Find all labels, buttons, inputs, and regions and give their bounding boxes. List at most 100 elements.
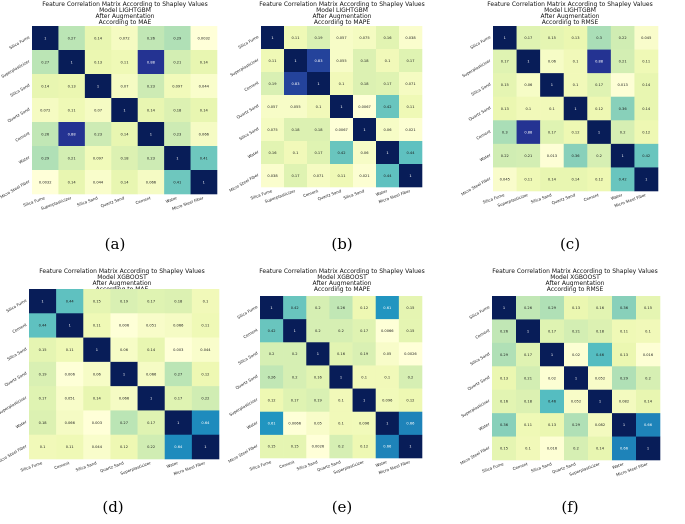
heatmap-cell [634, 167, 659, 192]
cell-value-label: 0.83 [314, 59, 322, 63]
heatmap-cell [83, 386, 111, 411]
y-tick-label: Silica Fume [8, 34, 31, 50]
chart-title-line: Feature Correlation Matrix According to … [259, 1, 424, 8]
cell-value-label: 0.29 [173, 36, 182, 40]
x-tick-label: Quartz Sand [317, 188, 342, 201]
cell-value-label: 0.83 [291, 82, 299, 86]
heatmap-cell [352, 388, 377, 413]
heatmap-cell [84, 74, 112, 99]
heatmap-cell [111, 122, 139, 147]
cell-value-label: 1 [97, 84, 99, 88]
cell-value-label: 0.06 [548, 60, 557, 64]
heatmap-cell [284, 95, 308, 119]
cell-value-label: 1 [645, 178, 647, 182]
cell-value-label: 0.2 [620, 130, 626, 134]
cell-value-label: 0.19 [268, 82, 277, 86]
cell-value-label: 0.02 [548, 376, 556, 380]
y-tick-label: Micro Steel Fiber [459, 445, 491, 466]
cell-value-label: 0.051 [146, 324, 156, 328]
cell-value-label: 0.17 [174, 397, 182, 401]
heatmap-cell [587, 96, 612, 121]
cell-value-label: 0.66 [644, 423, 653, 427]
heatmap-cell [307, 26, 331, 50]
heatmap-cell [56, 337, 84, 363]
heatmap-cell [399, 164, 423, 188]
cell-value-label: 0.066 [173, 324, 184, 328]
cell-value-label: 0.13 [94, 60, 102, 64]
heatmap-cell [137, 50, 165, 75]
heatmap-cell [329, 365, 353, 389]
cell-value-label: 0.082 [595, 423, 605, 427]
heatmap-panel-6: Feature Correlation Matrix According to … [459, 268, 661, 477]
heatmap-cell [164, 386, 193, 411]
heatmap-cell [376, 95, 400, 119]
cell-value-label: 0.36 [500, 423, 509, 427]
cell-value-label: 0.18 [596, 329, 605, 333]
cell-value-label: 0.44 [39, 324, 48, 328]
heatmap-cell [612, 413, 637, 437]
cell-value-label: 1 [96, 348, 98, 352]
heatmap-cell [540, 120, 565, 145]
cell-value-label: 0.05 [383, 352, 391, 356]
heatmap-cell [284, 118, 308, 142]
cell-value-label: 0.15 [39, 348, 47, 352]
chart-title-line: Model LIGHTGBM [99, 7, 151, 14]
panel-label-d: (d) [102, 498, 123, 516]
heatmap-cell [137, 434, 166, 460]
cell-value-label: 0.61 [383, 306, 391, 310]
y-tick-label: Superplasticizer [229, 57, 260, 78]
cell-value-label: 0.64 [201, 421, 210, 425]
heatmap-cell [284, 141, 308, 165]
x-tick-label: Silica Sand [343, 188, 366, 200]
y-tick-label: Water [247, 149, 260, 159]
heatmap-cell [610, 26, 635, 50]
cell-value-label: 0.17 [314, 151, 322, 155]
cell-value-label: 0.075 [267, 128, 277, 132]
heatmap-cell [306, 342, 330, 366]
heatmap-cell [636, 413, 661, 437]
heatmap-cell [330, 49, 354, 73]
heatmap-panel-5: Feature Correlation Matrix According to … [227, 268, 424, 475]
cell-value-label: 0.071 [313, 174, 323, 178]
heatmap-cell [306, 411, 330, 436]
cell-value-label: 1 [123, 108, 125, 112]
heatmap-cell [516, 296, 541, 320]
cell-value-label: 0.0032 [197, 36, 210, 40]
cell-value-label: 1 [177, 421, 179, 425]
cell-value-label: 1 [363, 128, 365, 132]
heatmap-cell [376, 164, 400, 188]
cell-value-label: 0.021 [359, 174, 369, 178]
cell-value-label: 0.11 [524, 178, 532, 182]
heatmap-cell [164, 26, 191, 51]
heatmap-cell [516, 413, 541, 437]
heatmap-cell [612, 366, 637, 391]
cell-value-label: 1 [176, 156, 178, 160]
cell-value-label: 0.36 [619, 107, 628, 111]
cell-value-label: 1 [70, 60, 72, 64]
cell-value-label: 1 [204, 445, 206, 449]
heatmap-cell [540, 413, 565, 437]
y-tick-label: Cement [242, 327, 258, 339]
heatmap-cell [540, 73, 565, 98]
heatmap-cell [29, 337, 57, 363]
y-tick-label: Quartz Sand [236, 103, 260, 120]
heatmap-cell [56, 410, 84, 436]
heatmap-cell [376, 49, 400, 73]
heatmap-cell [493, 143, 517, 168]
cell-value-label: 0.0026 [312, 445, 325, 449]
panel-label-a: (a) [105, 235, 126, 253]
cell-value-label: 0.11 [268, 59, 276, 63]
heatmap-cell [110, 313, 138, 338]
heatmap-cell [110, 337, 138, 363]
y-tick-label: Water [18, 154, 31, 164]
cell-value-label: 1 [621, 154, 623, 158]
cell-value-label: 0.2 [292, 352, 298, 356]
chart-title-line: After Augmentation [313, 280, 372, 287]
cell-value-label: 0.2 [292, 375, 298, 379]
cell-value-label: 0.052 [595, 376, 605, 380]
cell-value-label: 0.14 [642, 107, 651, 111]
cell-value-label: 0.44 [406, 151, 415, 155]
heatmap-cell [137, 26, 165, 51]
heatmap-cell [588, 342, 613, 367]
cell-value-label: 0.2 [315, 306, 321, 310]
